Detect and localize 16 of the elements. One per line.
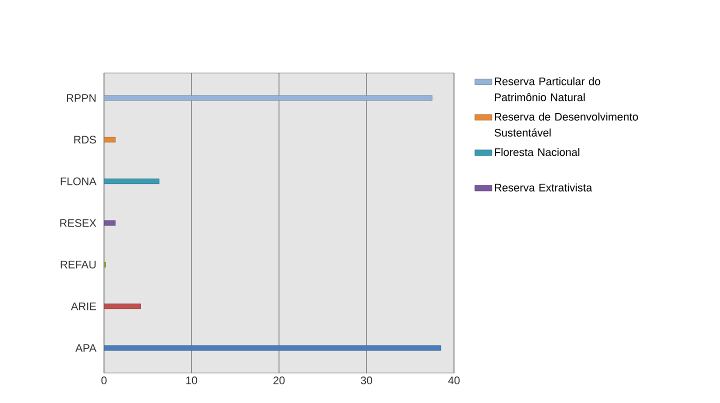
legend-label: Floresta Nacional bbox=[495, 148, 580, 156]
y-tick-label: FLONA bbox=[60, 177, 96, 186]
legend-label: Reserva Extrativista bbox=[495, 183, 592, 192]
x-tick-label: 10 bbox=[186, 376, 198, 384]
legend-label: Reserva Particular do Patrimônio Natural bbox=[495, 77, 600, 102]
y-tick-label: RDS bbox=[74, 136, 96, 144]
y-tick-label: REFAU bbox=[60, 260, 96, 268]
x-tick-label: 0 bbox=[101, 376, 107, 384]
y-tick-label: RESEX bbox=[60, 219, 96, 227]
x-tick-label: 40 bbox=[448, 376, 460, 384]
x-tick-label: 20 bbox=[273, 376, 285, 384]
y-tick-label: RPPN bbox=[66, 94, 96, 102]
y-tick-label: ARIE bbox=[70, 302, 96, 310]
legend-label: Reserva de Desenvolvimento Sustentável bbox=[494, 112, 638, 137]
y-tick-label: APA bbox=[75, 344, 96, 352]
x-tick-label: 30 bbox=[360, 376, 372, 384]
